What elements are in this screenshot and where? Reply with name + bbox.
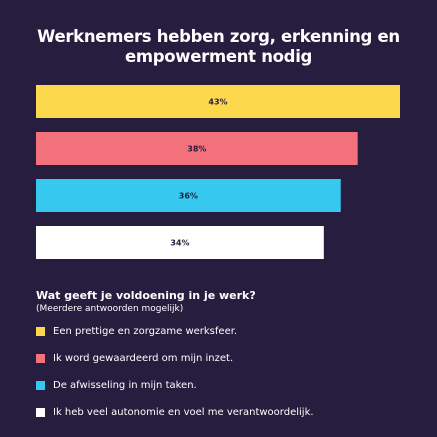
legend-label-1: Een prettige en zorgzame werksfeer. — [53, 326, 238, 337]
bar-1 — [36, 85, 400, 118]
legend-label-4: Ik heb veel autonomie en voel me verantw… — [53, 407, 314, 418]
legend-label-3: De afwisseling in mijn taken. — [53, 380, 197, 391]
legend-item-2: Ik word gewaardeerd om mijn inzet. — [36, 352, 431, 365]
chart-title: Werknemers hebben zorg, erkenning en emp… — [37, 27, 400, 66]
bar-2 — [36, 132, 358, 165]
chart-subquestion: (Meerdere antwoorden mogelijk) — [36, 304, 184, 314]
bar-3 — [36, 179, 341, 212]
bar-value-label-1: 43% — [208, 98, 227, 107]
legend-swatch-3 — [36, 381, 45, 390]
legend-item-3: De afwisseling in mijn taken. — [36, 379, 431, 392]
bar-value-label-4: 34% — [170, 239, 189, 248]
bar-4 — [36, 226, 324, 259]
legend-item-1: Een prettige en zorgzame werksfeer. — [36, 325, 431, 338]
legend-swatch-4 — [36, 408, 45, 417]
legend-item-4: Ik heb veel autonomie en voel me verantw… — [36, 406, 431, 419]
legend-swatch-1 — [36, 327, 45, 336]
bar-value-label-2: 38% — [187, 145, 206, 154]
bar-value-label-3: 36% — [179, 192, 198, 201]
legend-swatch-2 — [36, 354, 45, 363]
bar-chart: 43% 38% 36% 34% — [36, 85, 400, 259]
legend-label-2: Ik word gewaardeerd om mijn inzet. — [53, 353, 234, 364]
chart-legend: Een prettige en zorgzame werksfeer. Ik wo… — [36, 325, 431, 433]
chart-question: Wat geeft je voldoening in je werk? — [36, 289, 256, 302]
